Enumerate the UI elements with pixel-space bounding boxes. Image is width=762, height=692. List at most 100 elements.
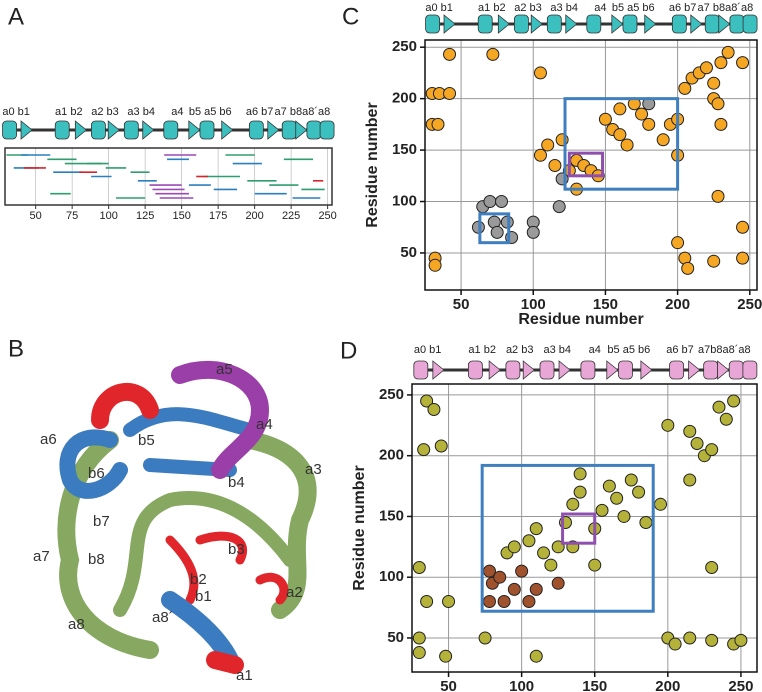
structure-label: a7	[33, 548, 50, 565]
track-label: a2 b3	[514, 2, 542, 14]
y-tick-label: 50	[400, 244, 417, 261]
point	[683, 473, 697, 487]
y-tick-label: 250	[392, 38, 417, 55]
x-tick-label: 50	[440, 678, 457, 692]
helix	[742, 360, 758, 380]
structure-label: b2	[190, 571, 207, 588]
y-tick-label: 150	[379, 507, 404, 524]
strand	[522, 360, 535, 380]
panel-label: B	[8, 335, 24, 362]
point	[632, 485, 646, 499]
point	[683, 424, 697, 438]
point	[417, 443, 431, 457]
point	[656, 133, 670, 147]
point	[533, 66, 547, 80]
track-label: a0 b1	[425, 2, 453, 14]
point	[529, 522, 543, 536]
point	[443, 86, 457, 100]
point	[613, 128, 627, 142]
point	[544, 558, 558, 572]
helix	[742, 14, 758, 34]
helix	[704, 14, 720, 34]
strand	[611, 14, 624, 34]
strand	[267, 120, 280, 140]
point	[551, 576, 565, 590]
point	[588, 558, 602, 572]
strand	[488, 360, 501, 380]
x-tick-label: 250	[737, 296, 762, 313]
track-label: a1 b2	[478, 2, 506, 14]
track-label: a4	[589, 344, 601, 356]
helix	[728, 360, 744, 380]
point	[681, 261, 695, 275]
helix	[586, 14, 602, 34]
structure-label: a5	[216, 361, 233, 378]
helix	[91, 120, 106, 140]
point	[661, 418, 675, 432]
strand	[690, 14, 703, 34]
strand	[443, 14, 456, 34]
point	[617, 509, 631, 523]
strand	[497, 14, 510, 34]
point	[654, 497, 668, 511]
panel-label: D	[340, 337, 357, 364]
strand	[718, 14, 731, 34]
point	[624, 473, 638, 487]
structure-label: b4	[228, 474, 245, 491]
helix	[671, 14, 687, 34]
point	[428, 258, 442, 272]
helix	[248, 120, 264, 140]
structure-label: b5	[138, 432, 155, 449]
x-tick-label: 150	[593, 296, 618, 313]
point	[699, 61, 713, 75]
strand	[107, 120, 120, 140]
x-tick-label: 150	[582, 678, 607, 692]
x-tick-label: 250	[728, 678, 753, 692]
region-box	[561, 512, 597, 545]
plot-frame	[411, 383, 758, 673]
x-tick-label: 200	[655, 678, 680, 692]
point	[613, 102, 627, 116]
point	[566, 497, 580, 511]
point	[478, 631, 492, 645]
point	[495, 195, 509, 209]
point	[548, 159, 562, 173]
point	[497, 595, 511, 609]
protein-structure	[57, 361, 317, 674]
point	[598, 112, 612, 126]
x-tick-label: 150	[172, 210, 190, 222]
helix	[2, 120, 17, 140]
point	[431, 117, 445, 131]
point	[507, 582, 521, 596]
point	[420, 595, 434, 609]
strand	[606, 360, 619, 380]
point	[721, 45, 735, 59]
point	[507, 540, 521, 554]
y-axis-title: Residue number	[351, 465, 368, 590]
point	[602, 479, 616, 493]
helix	[425, 14, 440, 34]
track-label: a4	[171, 106, 183, 118]
y-tick-label: 150	[392, 141, 417, 158]
x-tick-label: 50	[453, 296, 470, 313]
point	[707, 76, 721, 90]
track-label: a2 b3	[91, 106, 119, 118]
point	[486, 47, 500, 61]
y-tick-label: 100	[379, 568, 404, 585]
region-box	[480, 463, 655, 613]
point	[529, 582, 543, 596]
helix	[539, 360, 555, 380]
x-tick-label: 250	[318, 210, 336, 222]
track-label: a7 b8a8´a8	[275, 106, 331, 118]
helix	[477, 14, 493, 34]
track-label: a6 b7	[666, 344, 694, 356]
point	[639, 516, 653, 530]
point	[705, 443, 719, 457]
track-label: a4	[594, 2, 606, 14]
point	[705, 633, 719, 647]
point	[719, 412, 733, 426]
structure-label: a8	[68, 616, 85, 633]
point	[522, 595, 536, 609]
helix	[163, 120, 179, 140]
